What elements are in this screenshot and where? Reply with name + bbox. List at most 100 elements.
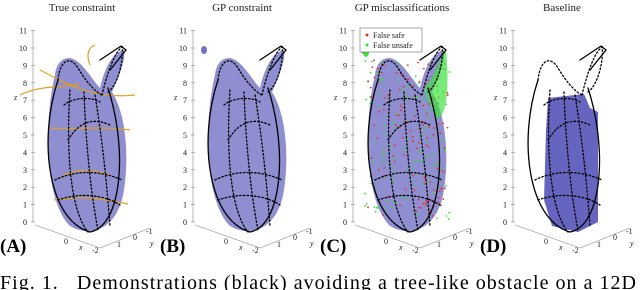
false-unsafe-point [416, 96, 419, 98]
x-tick-label: -2 [252, 246, 259, 255]
false-safe-point [429, 181, 432, 184]
false-unsafe-point [381, 78, 384, 80]
false-unsafe-point [397, 79, 400, 81]
false-unsafe-point [392, 121, 395, 124]
z-tick-label: 11 [19, 27, 27, 36]
z-tick-label: 10 [339, 44, 347, 53]
y-tick-label: -1 [626, 227, 633, 236]
false-unsafe-point [380, 80, 383, 83]
legend-entry: False unsafe [373, 41, 413, 50]
false-unsafe-region [424, 50, 448, 119]
false-safe-point [442, 122, 445, 125]
false-safe-point [418, 80, 421, 83]
false-unsafe-point [416, 159, 419, 162]
panel-title: True constraint [49, 2, 116, 14]
false-unsafe-point [425, 140, 428, 143]
y-tick-label: -1 [146, 227, 153, 236]
false-safe-point [370, 157, 373, 160]
false-unsafe-point [371, 60, 374, 63]
z-tick-label: 7 [23, 96, 27, 105]
false-unsafe-point [431, 191, 434, 194]
false-unsafe-point [407, 85, 410, 88]
z-tick-label: 1 [23, 201, 27, 210]
z-tick-label: 0 [343, 218, 347, 227]
obstacle-trajectory [39, 69, 136, 97]
false-safe-point [395, 71, 398, 74]
z-tick-label: 1 [183, 201, 187, 210]
false-safe-point [371, 66, 374, 69]
false-safe-point [387, 94, 389, 97]
false-unsafe-point [389, 145, 392, 148]
false-safe-point [412, 140, 414, 142]
false-unsafe-point [404, 95, 407, 98]
false-safe-point [403, 153, 406, 156]
false-safe-point [431, 214, 434, 217]
false-safe-point [399, 104, 402, 107]
false-safe-point [411, 136, 414, 138]
false-safe-point [383, 174, 386, 177]
false-unsafe-point [393, 158, 396, 161]
z-tick-label: 2 [503, 183, 507, 192]
false-unsafe-point [370, 182, 373, 185]
y-label: y [149, 239, 154, 248]
false-unsafe-point [418, 151, 421, 154]
false-safe-point [382, 63, 385, 66]
false-unsafe-point [395, 202, 398, 204]
z-tick-label: 11 [179, 27, 187, 36]
false-safe-point [409, 129, 412, 132]
z-tick-label: 9 [23, 61, 27, 70]
false-safe-point [423, 182, 426, 185]
false-safe-point [395, 114, 398, 117]
z-tick-label: 6 [503, 114, 507, 123]
obstacle [544, 94, 598, 232]
y-axis [579, 227, 631, 249]
panel-title: Baseline [543, 2, 581, 14]
z-tick-label: 8 [183, 79, 187, 88]
false-safe-point [422, 104, 425, 107]
obstacle-trajectory [49, 127, 131, 131]
z-tick-label: 7 [183, 96, 187, 105]
z-tick-label: 10 [179, 44, 187, 53]
false-safe-point [382, 214, 384, 216]
false-unsafe-point [417, 82, 420, 84]
false-safe-point [380, 71, 383, 74]
z-tick-label: 1 [503, 201, 507, 210]
z-tick-label: 6 [343, 114, 347, 123]
x-tick-label: 0 [224, 237, 228, 246]
false-unsafe-point [428, 179, 431, 182]
z-tick-label: 1 [343, 201, 347, 210]
false-safe-point [399, 204, 402, 207]
z-tick-label: 5 [503, 131, 507, 140]
z-tick-label: 6 [183, 114, 187, 123]
false-unsafe-point [448, 71, 451, 73]
z-tick-label: 8 [23, 79, 27, 88]
false-safe-point [422, 202, 425, 205]
false-safe-point [367, 80, 370, 82]
z-tick-label: 9 [503, 61, 507, 70]
false-safe-point [412, 84, 415, 87]
legend-box [359, 27, 423, 53]
z-tick-label: 3 [503, 166, 507, 175]
z-tick-label: 5 [183, 131, 187, 140]
z-label: z [333, 93, 338, 102]
false-unsafe-point [420, 150, 423, 153]
false-unsafe-point [443, 148, 446, 151]
false-safe-point [437, 201, 440, 204]
false-safe-point [446, 126, 449, 129]
y-tick-label: 0 [613, 233, 617, 242]
false-safe-point [446, 94, 449, 97]
false-unsafe-point [425, 126, 428, 129]
x-tick-label: -2 [572, 246, 579, 255]
false-safe-point [427, 145, 430, 148]
false-unsafe-point [404, 148, 406, 151]
false-safe-point [427, 79, 429, 82]
false-unsafe-point [381, 149, 384, 151]
x-axis [34, 224, 101, 249]
z-tick-label: 3 [183, 166, 187, 175]
y-tick-label: -1 [306, 227, 313, 236]
false-unsafe-point [364, 60, 367, 62]
z-tick-label: 8 [503, 79, 507, 88]
false-safe-point [373, 124, 376, 126]
false-safe-point [437, 196, 440, 199]
